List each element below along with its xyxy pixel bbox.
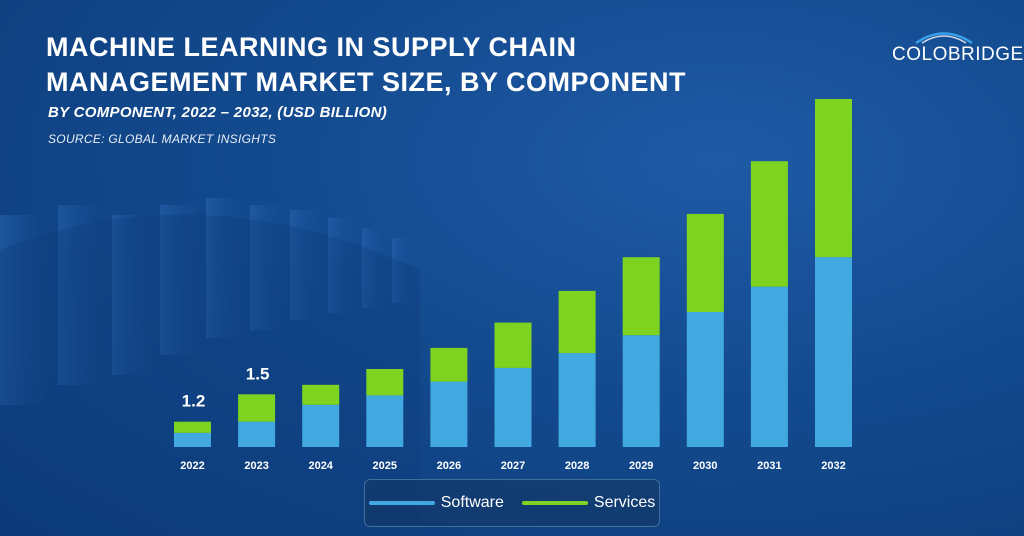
- data-label-2022: 1.2: [182, 392, 206, 411]
- chart-subtitle: BY COMPONENT, 2022 – 2032, (USD BILLION): [48, 104, 388, 121]
- bar-services-2028: [558, 290, 596, 354]
- bar-services-2027: [494, 322, 532, 368]
- x-tick-label-2032: 2032: [821, 460, 845, 472]
- bar-software-2032: [815, 257, 852, 447]
- legend-swatch-services: [521, 501, 588, 505]
- bar-services-2024: [302, 384, 340, 405]
- x-tick-label-2031: 2031: [757, 460, 781, 472]
- legend-item-software: Software: [368, 494, 504, 512]
- bar-services-2029: [622, 257, 660, 336]
- logo-text: COLOBRIDGE: [892, 44, 1024, 65]
- bar-services-2022: [174, 421, 211, 433]
- chart-legend: Software Services: [364, 479, 660, 527]
- x-tick-label-2030: 2030: [693, 460, 717, 472]
- chart-title-line2: MANAGEMENT MARKET SIZE, BY COMPONENT: [46, 67, 687, 97]
- bar-software-2027: [494, 367, 532, 447]
- bar-software-2028: [558, 353, 596, 447]
- chart-source: SOURCE: GLOBAL MARKET INSIGHTS: [48, 132, 277, 146]
- bar-services-2023: [238, 394, 276, 422]
- legend-label-software: Software: [440, 494, 504, 511]
- x-tick-label-2027: 2027: [501, 460, 525, 472]
- bar-software-2031: [750, 286, 788, 447]
- bar-services-2025: [366, 369, 404, 396]
- x-tick-label-2022: 2022: [180, 460, 204, 472]
- x-tick-label-2024: 2024: [308, 460, 333, 472]
- bar-software-2022: [174, 432, 211, 447]
- x-tick-label-2023: 2023: [244, 460, 268, 472]
- bridge-arc-icon: [915, 32, 973, 44]
- x-tick-label-2028: 2028: [565, 460, 589, 472]
- x-tick-label-2029: 2029: [629, 460, 653, 472]
- bar-software-2029: [622, 335, 660, 447]
- x-tick-label-2026: 2026: [437, 460, 461, 472]
- x-tick-label-2025: 2025: [373, 460, 397, 472]
- bar-services-2030: [686, 213, 724, 312]
- bar-services-2032: [815, 99, 852, 258]
- bar-software-2025: [366, 395, 404, 447]
- bar-software-2026: [430, 381, 468, 447]
- bar-software-2024: [302, 404, 340, 447]
- legend-label-services: Services: [593, 494, 656, 511]
- legend-item-services: Services: [521, 494, 656, 512]
- colobridge-logo: COLOBRIDGE: [888, 30, 1023, 70]
- legend-swatch-software: [368, 501, 435, 505]
- chart-title: MACHINE LEARNING IN SUPPLY CHAIN MANAGEM…: [46, 30, 746, 100]
- bar-software-2030: [686, 312, 724, 447]
- data-label-2023: 1.5: [246, 364, 270, 383]
- bar-services-2026: [430, 347, 468, 382]
- chart-title-line1: MACHINE LEARNING IN SUPPLY CHAIN: [46, 32, 577, 62]
- bar-services-2031: [750, 161, 788, 287]
- bar-software-2023: [238, 421, 276, 447]
